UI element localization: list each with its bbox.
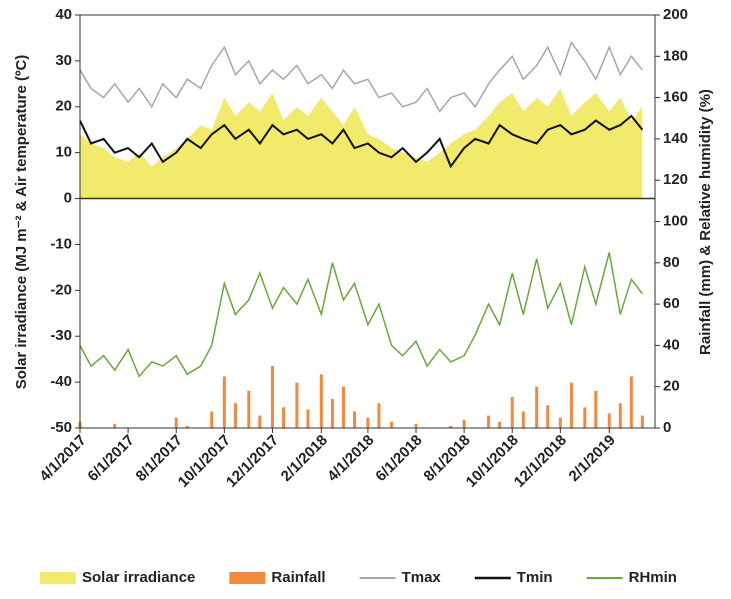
bar: [281, 407, 285, 428]
bar: [210, 411, 214, 428]
bar: [640, 415, 644, 428]
y-tick-label: 40: [55, 6, 72, 23]
area: [80, 88, 643, 199]
y2-tick-label: 180: [663, 47, 688, 64]
bar: [462, 419, 466, 428]
y2-tick-label: 40: [663, 336, 680, 353]
bar: [390, 421, 394, 428]
bar: [258, 415, 262, 428]
bar: [233, 403, 237, 428]
y-tick-label: -30: [50, 327, 72, 344]
bar: [306, 409, 310, 428]
bar: [366, 417, 370, 428]
bar: [247, 390, 251, 428]
bar: [319, 374, 323, 428]
bar: [341, 386, 345, 428]
bar: [569, 382, 573, 428]
bar: [487, 415, 491, 428]
x-tick-label: 12/1/2018: [511, 432, 570, 491]
bar: [414, 423, 418, 428]
legend-swatch: [229, 572, 266, 584]
line: [79, 40, 643, 113]
x-tick-label: 2/1/2018: [278, 432, 331, 485]
bar: [618, 403, 622, 428]
y2-axis-label: Rainfall (mm) & Relative humidity (%): [697, 89, 714, 355]
y-tick-label: -40: [50, 373, 72, 390]
y2-tick-label: 20: [663, 378, 680, 395]
legend-label: Solar irradiance: [82, 569, 195, 586]
x-tick-label: 2/1/2019: [566, 432, 619, 485]
bar: [295, 382, 299, 428]
bar: [521, 411, 525, 428]
y-tick-label: -50: [50, 419, 72, 436]
bar: [222, 376, 226, 428]
bar: [535, 386, 539, 428]
y2-tick-label: 80: [663, 254, 680, 271]
bar: [352, 411, 356, 428]
line: [79, 114, 644, 169]
bar: [498, 421, 502, 428]
bar: [607, 413, 611, 428]
bar: [629, 376, 633, 428]
x-tick-label: 6/1/2018: [372, 432, 425, 485]
bar: [510, 397, 514, 428]
bar: [185, 425, 189, 428]
line: [79, 252, 643, 378]
bar: [113, 423, 117, 428]
y-tick-label: -10: [50, 235, 72, 252]
legend-swatch: [40, 572, 76, 584]
x-tick-label: 12/1/2017: [223, 432, 282, 491]
x-tick-label: 4/1/2018: [324, 432, 377, 485]
y-tick-label: 20: [55, 98, 72, 115]
y-tick-label: 10: [55, 144, 72, 161]
bar: [583, 407, 587, 428]
legend-label: Tmin: [517, 569, 553, 586]
y2-tick-label: 200: [663, 6, 688, 23]
y2-tick-label: 120: [663, 171, 688, 188]
y2-tick-label: 140: [663, 130, 688, 147]
bar: [174, 417, 178, 428]
bar: [594, 390, 598, 428]
y2-tick-label: 60: [663, 295, 680, 312]
plot-frame: [79, 14, 656, 429]
y-tick-label: 30: [55, 52, 72, 69]
bar: [558, 417, 562, 428]
y-tick-label: -20: [50, 281, 72, 298]
y-axis-label: Solar irradiance (MJ m⁻² & Air temperatu…: [13, 55, 30, 390]
x-tick-label: 4/1/2017: [36, 432, 89, 485]
bar: [330, 399, 334, 428]
bar: [270, 366, 274, 428]
x-tick-label: 6/1/2017: [84, 432, 137, 485]
bar: [546, 405, 550, 428]
legend-label: Rainfall: [271, 569, 325, 586]
legend-label: Tmax: [402, 569, 442, 586]
y2-tick-label: 0: [663, 419, 671, 436]
bar: [377, 403, 381, 428]
legend-label: RHmin: [629, 569, 677, 586]
y2-tick-label: 100: [663, 212, 688, 229]
y2-tick-label: 160: [663, 89, 688, 106]
y-tick-label: 0: [64, 190, 72, 207]
bar: [449, 425, 453, 428]
